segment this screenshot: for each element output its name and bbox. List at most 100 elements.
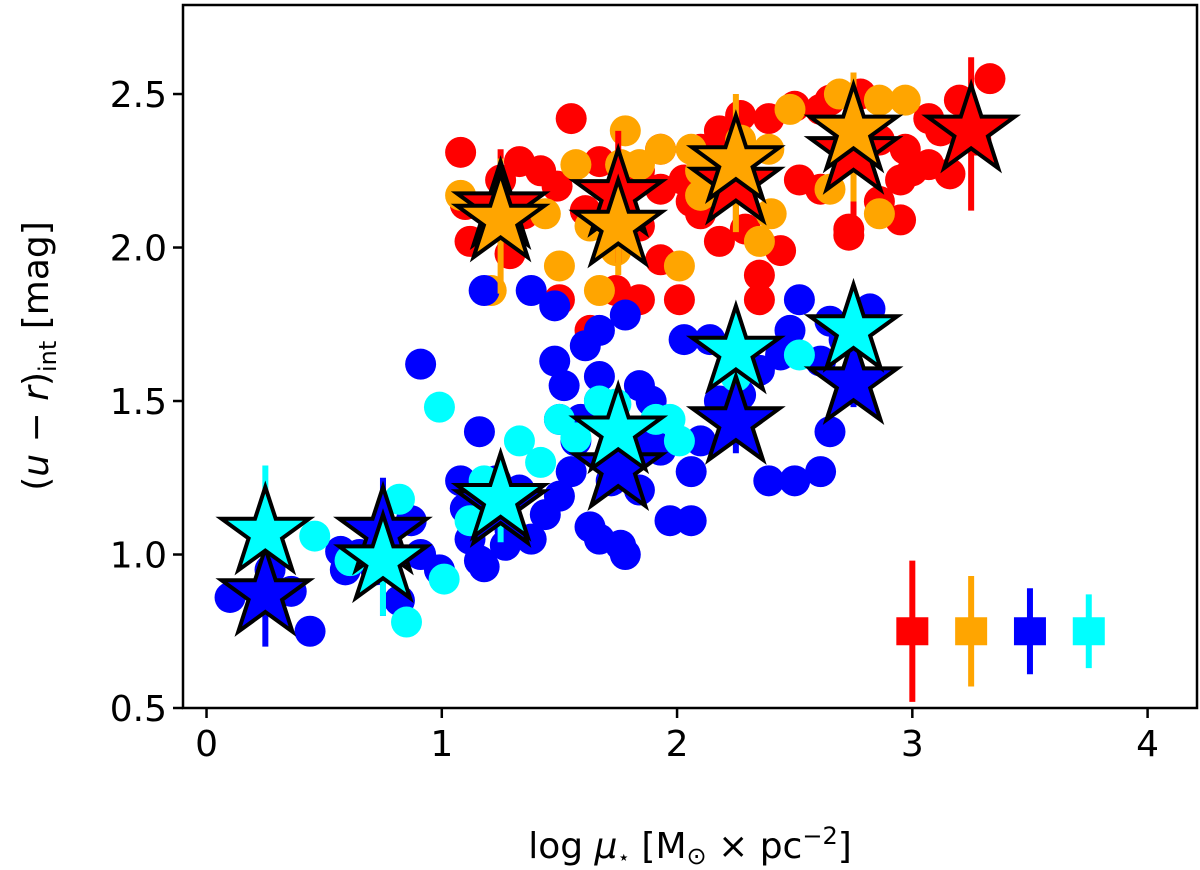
orange-data-point <box>675 133 707 165</box>
x-tick-label: 2 <box>666 724 689 765</box>
red-data-point <box>974 63 1006 95</box>
x-tick-label: 0 <box>195 724 218 765</box>
blue-data-point <box>468 551 500 583</box>
red-data-point <box>703 225 735 257</box>
blue-data-point <box>555 456 587 488</box>
y-label-sub: int <box>34 341 62 372</box>
y-tick-label: 1.0 <box>110 536 167 577</box>
cyan-median-star <box>215 480 316 576</box>
blue-data-point <box>543 480 575 512</box>
blue-data-point <box>623 370 655 402</box>
blue-data-point <box>294 615 326 647</box>
y-tick-label: 2.0 <box>110 229 167 270</box>
blue-data-point <box>779 465 811 497</box>
blue-median-star <box>215 541 316 637</box>
cyan-median-star <box>685 299 786 395</box>
ticks-layer: 0 1 2 3 4 0.5 1.0 1.5 2.0 2.5 <box>110 75 1159 765</box>
orange-data-point <box>645 133 677 165</box>
x-label-star: ⋆ <box>617 845 630 869</box>
blue-data-point <box>675 456 707 488</box>
y-label-open: ( <box>16 477 57 491</box>
blue-data-point <box>609 299 641 331</box>
blue-data-point <box>489 529 521 561</box>
x-label-close: ] <box>838 826 852 867</box>
x-tick-label: 1 <box>430 724 453 765</box>
blue-data-point <box>548 370 580 402</box>
orange-data-point <box>863 198 895 230</box>
orange-median-star <box>685 109 786 205</box>
y-label-unit: [mag] <box>16 221 57 341</box>
orange-data-point <box>543 250 575 282</box>
x-label-exp: −2 <box>802 822 837 850</box>
cyan-data-point <box>783 339 815 371</box>
blue-data-point <box>515 274 547 306</box>
orange-typical-error-marker <box>955 617 988 646</box>
red-data-point <box>743 284 775 316</box>
x-label-open: [M <box>630 826 687 867</box>
cyan-typical-error-marker <box>1072 617 1105 646</box>
red-data-point <box>934 158 966 190</box>
orange-median-star <box>568 173 669 269</box>
blue-data-point <box>583 360 615 392</box>
orange-data-point <box>609 115 641 147</box>
orange-median-star <box>803 78 904 174</box>
cyan-data-point <box>391 606 423 638</box>
y-label-u: u <box>16 454 57 477</box>
blue-data-point <box>675 505 707 537</box>
blue-data-point <box>609 539 641 571</box>
blue-data-point <box>685 425 717 457</box>
blue-data-point <box>539 345 571 377</box>
red-data-point <box>555 103 587 135</box>
y-label-close: ) <box>16 372 57 386</box>
orange-data-point <box>560 149 592 181</box>
cyan-data-point <box>299 520 331 552</box>
x-tick-label: 3 <box>901 724 924 765</box>
y-tick-label: 2.5 <box>110 75 167 116</box>
orange-data-point <box>889 84 921 116</box>
blue-data-point <box>805 456 837 488</box>
blue-data-point <box>814 416 846 448</box>
cyan-data-point <box>503 425 535 457</box>
blue-data-point <box>463 416 495 448</box>
blue-median-star <box>685 370 786 465</box>
typical-error-layer <box>896 560 1105 702</box>
y-label-minus: − <box>16 401 57 454</box>
red-median-star <box>921 78 1022 174</box>
x-label-mid: × pc <box>707 826 803 867</box>
y-tick-label: 0.5 <box>110 689 167 730</box>
cyan-data-point <box>428 563 460 595</box>
plot-frame <box>181 3 1199 710</box>
cyan-median-star <box>450 446 551 542</box>
x-label-mu: μ <box>594 826 618 867</box>
blue-median-star <box>803 330 904 426</box>
median-star-layer <box>215 78 1022 637</box>
blue-data-point <box>654 505 686 537</box>
cyan-data-point <box>560 422 592 454</box>
red-data-point <box>833 219 865 251</box>
blue-typical-error-marker <box>1013 617 1046 646</box>
orange-data-point <box>743 225 775 257</box>
cyan-data-point <box>383 483 415 515</box>
orange-data-point <box>863 84 895 116</box>
blue-data-point <box>468 274 500 306</box>
orange-data-point <box>663 250 695 282</box>
x-axis-label: log μ⋆ [M⊙ × pc−2] <box>528 822 852 870</box>
blue-data-point <box>539 290 571 322</box>
y-tick-label: 1.5 <box>110 382 167 423</box>
red-data-point <box>663 284 695 316</box>
orange-data-point <box>583 274 615 306</box>
x-label-sun: ⊙ <box>687 842 707 870</box>
blue-median-star <box>568 416 669 512</box>
blue-data-point <box>405 348 437 380</box>
cyan-median-star <box>333 508 433 604</box>
red-data-point <box>889 133 921 165</box>
x-tick-label: 4 <box>1136 724 1159 765</box>
x-label-log: log <box>528 826 594 867</box>
red-data-point <box>525 155 557 187</box>
blue-data-point <box>668 324 700 356</box>
red-data-point <box>445 136 477 168</box>
red-typical-error-marker <box>896 617 929 646</box>
red-data-point <box>743 259 775 291</box>
orange-median-star <box>450 167 551 263</box>
